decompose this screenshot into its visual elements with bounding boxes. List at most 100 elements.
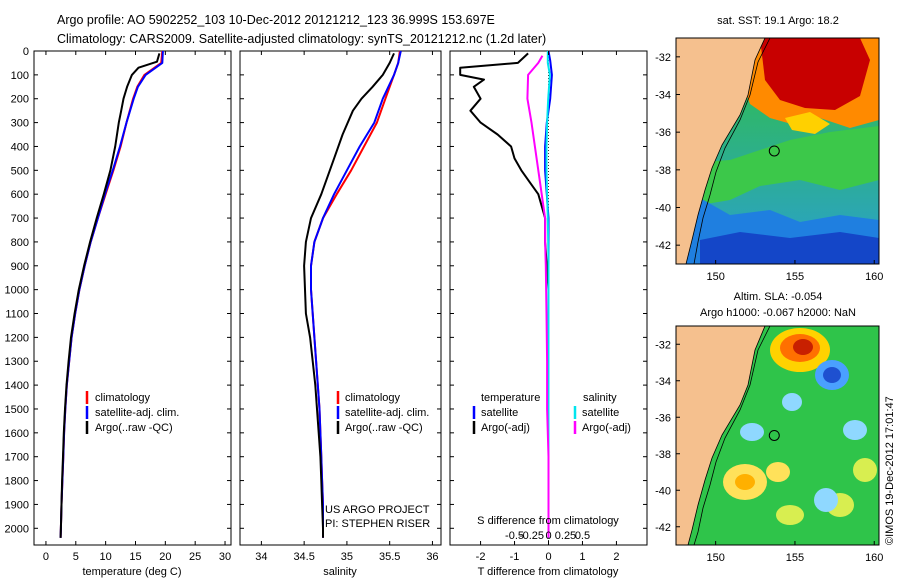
sst-argo-location-marker [768,145,780,157]
legend-t-argo: Argo(-adj) [481,422,530,434]
x-tick-label: 2 [613,551,619,563]
depth-tick-label: 500 [11,165,29,177]
s-tick-label: 0.25 [555,530,576,542]
sst-hot-core [760,38,870,110]
lon-tick-label: 150 [706,552,724,564]
sla-high-anomaly-peak [793,339,813,355]
project-annotation: US ARGO PROJECT [325,504,430,516]
sst-yellow-patch [785,112,830,134]
sst-map-title: sat. SST: 19.1 Argo: 18.2 [717,15,839,27]
x-tick-label: 20 [159,551,171,563]
depth-tick-label: 200 [11,94,29,106]
depth-tick-label: 100 [11,70,29,82]
sla-land [676,326,765,545]
x-tick-label: 15 [129,551,141,563]
figure-title-line1: Argo profile: AO 5902252_103 10-Dec-2012… [57,13,495,27]
x-tick-label: 34 [255,551,267,563]
legend-temperature-heading: temperature [481,392,540,404]
salinity-lines [303,50,402,538]
lat-tick-label: -40 [655,485,671,497]
depth-axis: 0 100 200 300 400 500 600 700 800 900 1000 1100 1200… [5,46,647,535]
sla-blue-patch [843,420,867,440]
legend-satellite-adj: satellite-adj. clim. [345,407,429,419]
sla-map-title: Altim. SLA: -0.054 [734,291,823,303]
x-tick-label: 35.5 [379,551,400,563]
pi-annotation: PI: STEPHEN RISER [325,518,430,530]
sla-low-anomaly-core [823,367,841,383]
lat-tick-label: -34 [655,376,671,388]
depth-tick-label: 1000 [5,285,29,297]
series-climatology [59,50,164,538]
x-tick-label: 1 [579,551,585,563]
s-tick-label: -0.25 [519,530,544,542]
s-difference-x-axis: -0.5-0.25 0 0.250.5 [505,530,590,542]
sla-yellow-patch [853,458,877,482]
legend-salinity-heading: salinity [583,392,617,404]
sla-yellow-patch [776,505,804,525]
sst-isobath [693,38,771,264]
lon-tick-label: 150 [706,271,724,283]
legend-t-satellite: satellite [481,407,518,419]
x-tick-label: 35 [341,551,353,563]
lon-tick-label: 160 [865,552,883,564]
salinity-x-axis: 34 34.5 35 35.5 36 [255,51,439,563]
x-tick-label: 30 [219,551,231,563]
x-tick-label: 25 [189,551,201,563]
lat-tick-label: -32 [655,52,671,64]
sst-land [676,38,765,264]
sst-deep-cold-water [700,232,879,264]
depth-tick-label: 600 [11,189,29,201]
lat-tick-label: -36 [655,127,671,139]
x-tick-label: -1 [510,551,520,563]
sla-argo-location-marker [768,429,780,441]
sla-blue-patch [782,393,802,411]
depth-tick-label: 800 [11,237,29,249]
t-difference-x-axis: -2 -1 0 1 2 [476,51,619,563]
s-tick-label: 0.5 [575,530,590,542]
temperature-axis-label: temperature (deg C) [82,566,181,578]
figure-title-line2: Climatology: CARS2009. Satellite-adjuste… [57,32,546,46]
depth-tick-label: 900 [11,261,29,273]
sla-map-axes: 150 155 160 -32 -34 -36 -38 -40 -42 [655,339,883,564]
lon-tick-label: 155 [786,271,804,283]
sla-orange-patch [735,474,755,490]
legend-argo: Argo(..raw -QC) [95,422,173,434]
x-tick-label: 0 [545,551,551,563]
series-salinity-satellite [545,51,551,538]
series-satellite-adj-clim [310,50,402,538]
salinity-axis-label: salinity [323,566,357,578]
series-satellite-adj-clim [59,50,164,538]
lat-tick-label: -32 [655,339,671,351]
sst-mid-band [676,126,879,210]
depth-tick-label: 1900 [5,499,29,511]
depth-tick-label: 2000 [5,523,29,535]
sla-yellow-patch [766,462,790,482]
legend-climatology: climatology [95,392,151,404]
x-tick-label: -2 [476,551,486,563]
series-argo-raw-qc [59,53,161,538]
sla-isobath [693,326,771,545]
temperature-plot-frame [33,50,232,546]
legend-s-argo: Argo(-adj) [582,422,631,434]
lat-tick-label: -42 [655,522,671,534]
difference-legend: temperature satellite Argo(-adj) salinit… [472,392,631,434]
temperature-x-axis: 0 5 10 15 20 25 30 [43,51,231,563]
depth-tick-label: 1200 [5,332,29,344]
x-tick-label: 34.5 [293,551,314,563]
sla-blue-patch [740,423,764,441]
depth-tick-label: 0 [23,46,29,58]
lat-tick-label: -34 [655,90,671,102]
series-climatology [310,50,401,538]
sst-map-frame [675,37,880,265]
sla-blue-patch [814,488,838,512]
depth-tick-label: 400 [11,141,29,153]
depth-tick-label: 300 [11,118,29,130]
x-tick-label: 10 [100,551,112,563]
salinity-legend: climatology satellite-adj. clim. Argo(..… [336,391,429,434]
x-tick-label: 36 [426,551,438,563]
difference-lines [459,50,553,545]
depth-tick-label: 700 [11,213,29,225]
depth-tick-label: 1800 [5,476,29,488]
legend-climatology: climatology [345,392,401,404]
